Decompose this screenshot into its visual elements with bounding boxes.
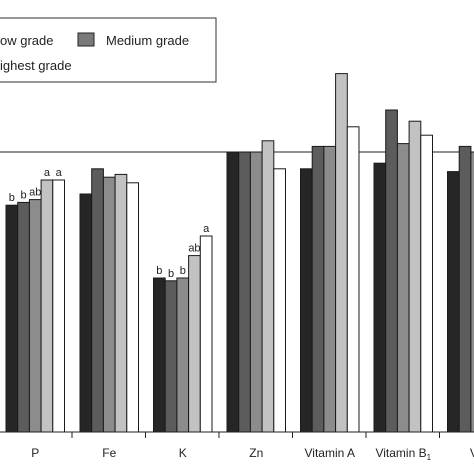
significance-label: b	[180, 265, 186, 277]
x-tick-label: P	[31, 446, 39, 460]
bar-vitamin-a-s4	[335, 73, 348, 433]
bar-p-s4	[40, 179, 54, 433]
x-tick-label: Fe	[102, 446, 116, 460]
bar-vitamin-b-s5	[420, 134, 433, 433]
bar-vit-s3	[470, 151, 474, 433]
legend-label: ighest grade	[0, 58, 72, 73]
bar-fe-s5	[126, 182, 140, 433]
x-tick-label: Vitamin A	[305, 446, 355, 460]
x-tick-label: K	[179, 446, 187, 460]
bar-k-s5	[199, 235, 213, 433]
x-tick-label: Vitamin B1	[375, 446, 431, 462]
significance-label: b	[20, 189, 26, 201]
significance-label: b	[156, 265, 162, 277]
x-tick-label: Vit	[470, 446, 474, 460]
significance-label: ab	[188, 243, 200, 255]
bar-k-s3	[176, 277, 190, 433]
bar-vitamin-b-s4	[408, 120, 422, 433]
bar-vitamin-a-s2	[311, 145, 325, 433]
legend-frame	[0, 17, 217, 83]
legend-label: Medium grade	[106, 33, 189, 48]
bar-vitamin-a-s1	[300, 168, 313, 433]
bar-p-s5	[52, 179, 65, 433]
bar-vitamin-a-s3	[323, 145, 337, 433]
bar-zn-s3	[249, 151, 263, 433]
legend-label: ow grade	[0, 33, 53, 48]
bar-p-s2	[17, 201, 30, 433]
bar-p-s3	[28, 199, 42, 433]
bar-k-s1	[153, 277, 166, 433]
bar-zn-s4	[261, 140, 275, 433]
bar-zn-s5	[273, 168, 286, 433]
bar-fe-s1	[79, 193, 93, 433]
significance-label: a	[44, 167, 51, 179]
significance-label: a	[203, 223, 210, 235]
bar-vitamin-b-s1	[373, 162, 387, 433]
bar-fe-s3	[102, 176, 116, 433]
legend-swatch	[77, 32, 95, 47]
bar-vit-s1	[447, 171, 460, 433]
significance-label: b	[168, 268, 174, 280]
significance-label: b	[9, 192, 15, 204]
bar-fe-s4	[114, 173, 128, 433]
significance-label: a	[56, 167, 63, 179]
bar-zn-s1	[226, 151, 240, 433]
bar-k-s2	[164, 280, 178, 433]
bar-vit-s2	[458, 145, 472, 433]
legend: ow grade Medium grade ighest grade	[0, 17, 217, 83]
bar-vitamin-b-s3	[396, 143, 410, 433]
bar-vitamin-b-s2	[385, 109, 398, 433]
bar-p-s1	[5, 204, 19, 433]
x-tick-label: Zn	[249, 446, 263, 460]
significance-label: ab	[29, 187, 41, 199]
bar-fe-s2	[91, 168, 104, 433]
bar-zn-s2	[238, 151, 251, 433]
bar-k-s4	[188, 255, 201, 433]
bar-vitamin-a-s5	[346, 126, 360, 433]
